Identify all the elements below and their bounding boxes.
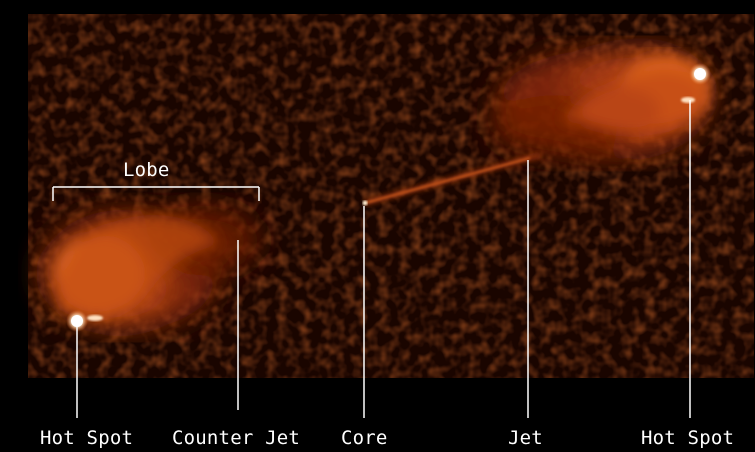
core-point [362, 200, 368, 206]
lobe-bracket [52, 186, 260, 201]
pointer-lines [76, 100, 691, 418]
left-lobe-core [55, 215, 220, 318]
jet-glow [364, 151, 541, 207]
right-lobe-core [560, 55, 710, 135]
label-hot-spot-right: Hot Spot [641, 427, 735, 449]
label-hot-spot-left: Hot Spot [40, 427, 134, 449]
label-lobe: Lobe [123, 159, 170, 181]
label-counter-jet: Counter Jet [172, 427, 301, 449]
label-core: Core [341, 427, 388, 449]
label-jet: Jet [508, 427, 543, 449]
